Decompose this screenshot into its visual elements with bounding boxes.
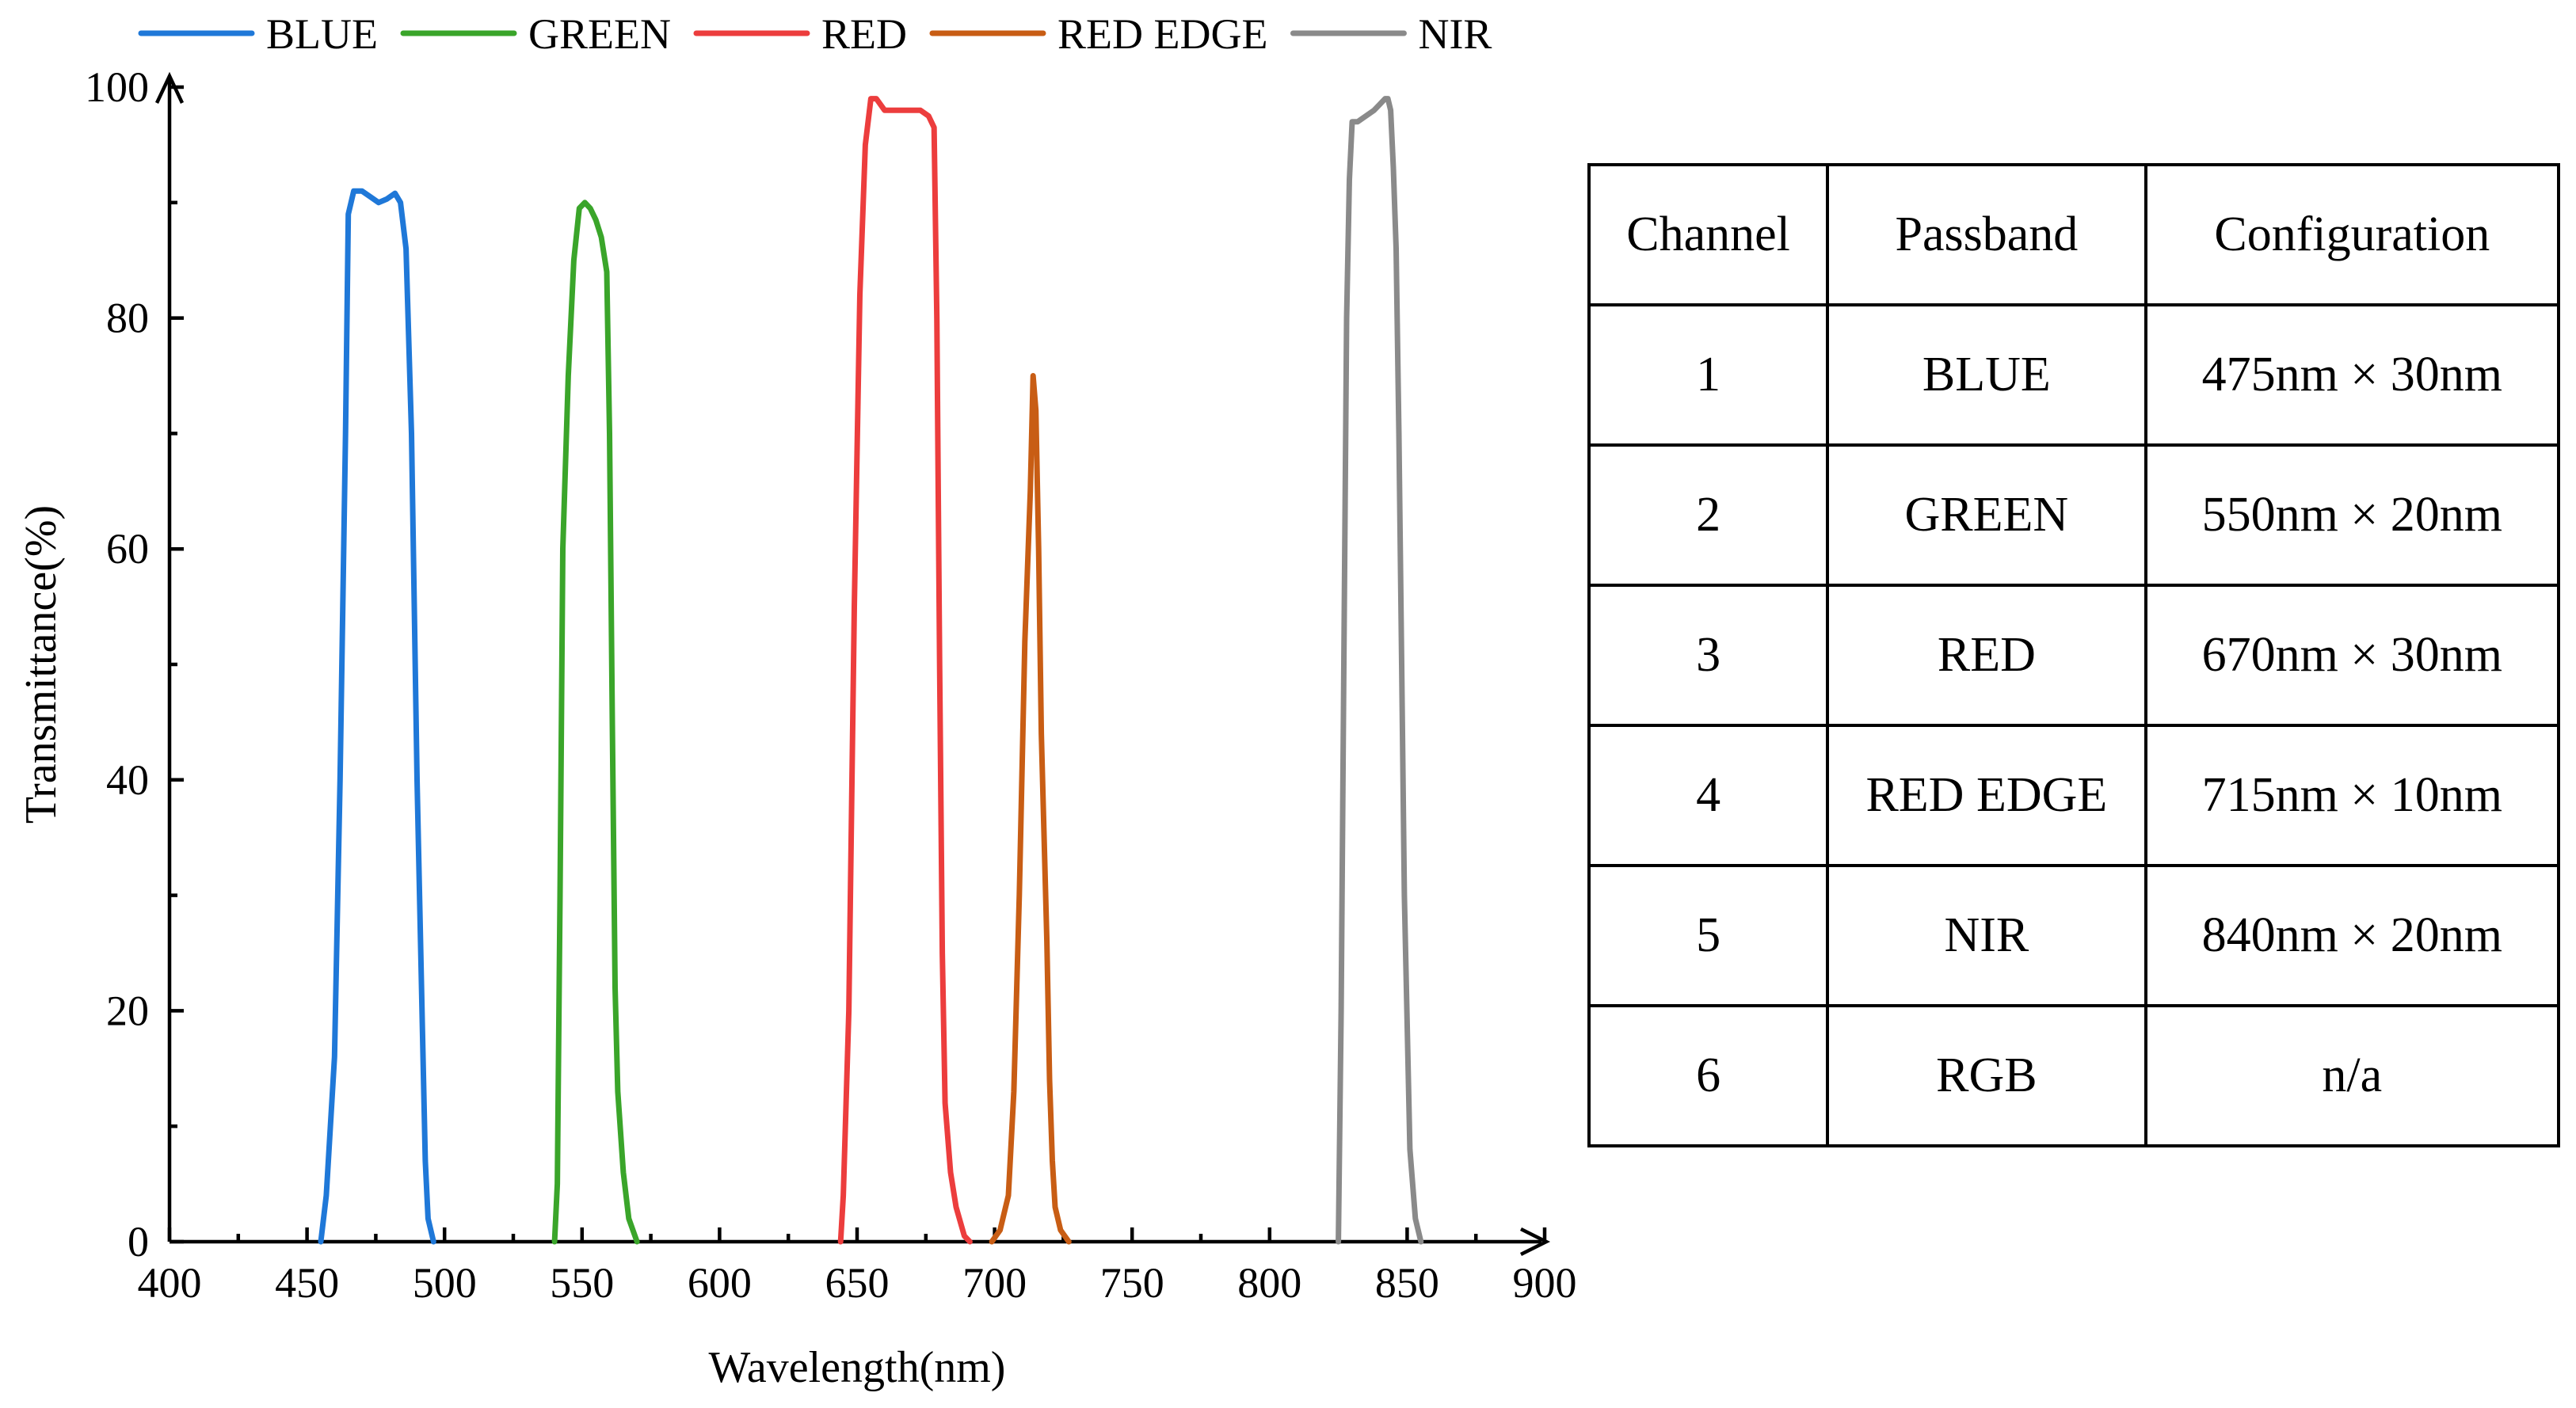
y-tick-label: 20 [106, 987, 149, 1034]
cell-passband: RED EDGE [1826, 724, 2147, 867]
x-tick-label: 700 [962, 1259, 1027, 1307]
x-axis-title: Wavelength(nm) [709, 1343, 1006, 1392]
cell-channel: 1 [1587, 303, 1830, 447]
cell-passband: RED [1826, 584, 2147, 727]
cell-configuration: 715nm × 10nm [2143, 724, 2561, 867]
legend: BLUE GREEN RED RED EDGE NIR [138, 10, 1492, 58]
x-tick-label: 800 [1237, 1259, 1301, 1307]
cell-channel: 4 [1587, 724, 1830, 867]
cell-channel: 6 [1587, 1004, 1830, 1147]
y-tick-label: 100 [85, 63, 149, 111]
header-configuration: Configuration [2143, 163, 2561, 306]
cell-configuration: n/a [2143, 1004, 2561, 1147]
legend-label-red: RED [821, 10, 907, 58]
x-tick-label: 900 [1513, 1259, 1577, 1307]
header-channel: Channel [1587, 163, 1830, 306]
y-tick-label: 0 [128, 1218, 149, 1265]
legend-label-nir: NIR [1418, 10, 1492, 58]
cell-channel: 5 [1587, 864, 1830, 1007]
table-row: 3 RED 670nm × 30nm [1587, 584, 2561, 727]
y-axis-arrow [154, 71, 185, 104]
x-tick-label: 500 [413, 1259, 477, 1307]
x-tick-label: 750 [1100, 1259, 1164, 1307]
y-tick-label: 40 [106, 756, 149, 804]
cell-configuration: 670nm × 30nm [2143, 584, 2561, 727]
table-row: 1 BLUE 475nm × 30nm [1587, 303, 2561, 447]
series-line-red-edge [989, 373, 1072, 1245]
table-row: 2 GREEN 550nm × 20nm [1587, 443, 2561, 587]
x-tick-label: 400 [138, 1259, 202, 1307]
x-tick-label: 600 [688, 1259, 752, 1307]
header-passband: Passband [1826, 163, 2147, 306]
cell-configuration: 840nm × 20nm [2143, 864, 2561, 1007]
series-line-nir [1336, 96, 1424, 1245]
cell-configuration: 550nm × 20nm [2143, 443, 2561, 587]
series-line-green [551, 200, 640, 1245]
cell-passband: BLUE [1826, 303, 2147, 447]
y-tick-label: 60 [106, 525, 149, 573]
legend-label-red-edge: RED EDGE [1057, 10, 1267, 58]
table-header-row: Channel Passband Configuration [1587, 163, 2561, 306]
x-tick-label: 550 [550, 1259, 614, 1307]
series-line-red [837, 96, 973, 1245]
cell-passband: NIR [1826, 864, 2147, 1007]
table-row: 4 RED EDGE 715nm × 10nm [1587, 724, 2561, 867]
y-axis-title: Transmittance(%) [17, 505, 66, 824]
cell-passband: RGB [1826, 1004, 2147, 1147]
series-line-blue [318, 188, 436, 1245]
table-row: 5 NIR 840nm × 20nm [1587, 864, 2561, 1007]
table-row: 6 RGB n/a [1587, 1004, 2561, 1147]
x-tick-label: 650 [825, 1259, 890, 1307]
axes: 400 450 500 550 600 650 700 750 800 850 900 0 20 40 60… [85, 63, 1577, 1307]
channel-spec-table: Channel Passband Configuration 1 BLUE 47… [1587, 163, 2561, 1147]
series-layer [318, 96, 1424, 1245]
cell-channel: 2 [1587, 443, 1830, 587]
cell-channel: 3 [1587, 584, 1830, 727]
legend-label-blue: BLUE [266, 10, 378, 58]
x-tick-label: 450 [275, 1259, 339, 1307]
x-tick-label: 850 [1375, 1259, 1439, 1307]
cell-passband: GREEN [1826, 443, 2147, 587]
legend-label-green: GREEN [528, 10, 671, 58]
y-tick-label: 80 [106, 295, 149, 342]
cell-configuration: 475nm × 30nm [2143, 303, 2561, 447]
